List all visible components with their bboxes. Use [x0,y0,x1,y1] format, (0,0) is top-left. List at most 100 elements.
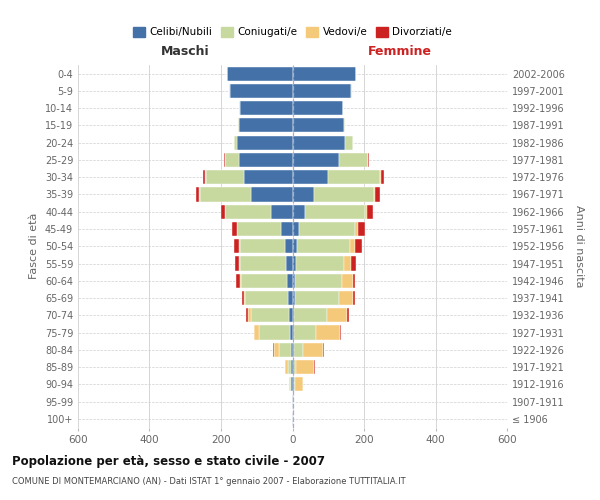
Bar [293,170,328,184]
Bar [344,118,346,132]
Bar [344,256,351,270]
Bar [237,136,293,150]
Bar [347,308,349,322]
Bar [233,239,239,254]
Text: Popolazione per età, sesso e stato civile - 2007: Popolazione per età, sesso e stato civil… [12,455,325,468]
Bar [225,204,271,219]
Bar [381,170,383,184]
Bar [248,308,251,322]
Bar [221,204,224,219]
Bar [200,188,251,202]
Bar [284,360,288,374]
Bar [286,239,293,254]
Bar [237,222,238,236]
Bar [293,378,295,392]
Bar [239,101,293,115]
Bar [225,153,239,167]
Bar [293,291,295,305]
Bar [353,274,355,288]
Bar [288,360,291,374]
Bar [295,274,342,288]
Bar [288,291,293,305]
Bar [346,136,353,150]
Bar [293,239,297,254]
Bar [244,291,245,305]
Bar [316,326,340,340]
Bar [279,342,291,357]
Bar [289,308,293,322]
Bar [293,308,294,322]
Text: Maschi: Maschi [161,45,209,58]
Bar [241,256,286,270]
Bar [295,378,302,392]
Bar [244,170,293,184]
Bar [293,274,295,288]
Bar [239,256,241,270]
Bar [297,239,350,254]
Bar [350,239,355,254]
Bar [239,153,293,167]
Bar [274,342,279,357]
Bar [290,378,292,392]
Bar [292,378,293,392]
Bar [293,84,352,98]
Bar [293,256,296,270]
Bar [314,188,374,202]
Bar [296,256,344,270]
Bar [293,360,296,374]
Bar [251,188,293,202]
Bar [254,326,259,340]
Bar [293,222,299,236]
Bar [230,84,293,98]
Bar [290,326,293,340]
Bar [342,274,353,288]
Bar [294,342,303,357]
Bar [296,360,314,374]
Bar [239,239,286,254]
Bar [281,222,293,236]
Bar [293,118,344,132]
Bar [234,136,237,150]
Bar [232,222,237,236]
Bar [236,274,240,288]
Bar [293,153,339,167]
Bar [227,66,293,80]
Bar [286,256,293,270]
Bar [229,84,230,98]
Bar [287,274,293,288]
Bar [299,222,355,236]
Bar [273,342,274,357]
Bar [355,222,358,236]
Bar [353,291,355,305]
Y-axis label: Fasce di età: Fasce di età [29,213,39,280]
Bar [206,170,244,184]
Bar [374,188,375,202]
Bar [291,360,293,374]
Bar [294,326,316,340]
Bar [199,188,200,202]
Bar [239,118,293,132]
Bar [327,308,347,322]
Bar [251,308,289,322]
Bar [375,188,380,202]
Bar [293,188,314,202]
Bar [340,326,341,340]
Bar [339,153,368,167]
Bar [240,274,241,288]
Bar [196,188,199,202]
Bar [295,291,338,305]
Bar [259,326,290,340]
Legend: Celibi/Nubili, Coniugati/e, Vedovi/e, Divorziati/e: Celibi/Nubili, Coniugati/e, Vedovi/e, Di… [129,23,456,42]
Bar [294,308,327,322]
Bar [293,136,346,150]
Bar [293,101,343,115]
Text: Femmine: Femmine [368,45,432,58]
Bar [235,256,239,270]
Bar [380,170,381,184]
Y-axis label: Anni di nascita: Anni di nascita [574,205,584,288]
Bar [224,204,225,219]
Bar [338,291,353,305]
Bar [245,291,288,305]
Bar [305,204,365,219]
Bar [293,204,305,219]
